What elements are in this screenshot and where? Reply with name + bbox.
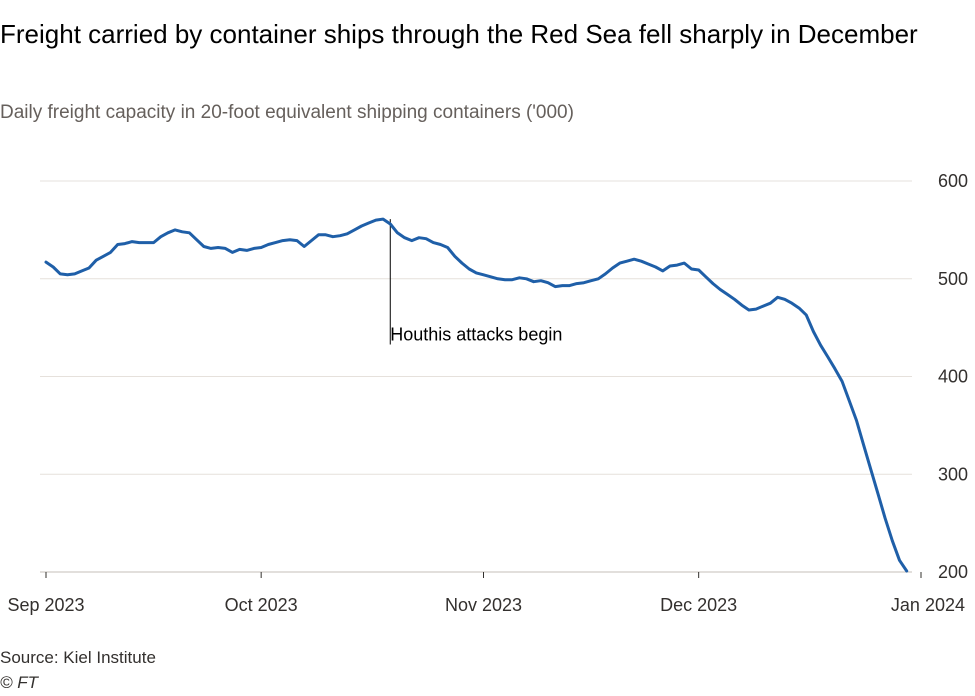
annotation-label-0: Houthis attacks begin — [390, 325, 562, 345]
y-tick-label-600: 600 — [938, 171, 968, 191]
line-chart: 200 300 400 500 600 Sep 2023 Oct 2023 Nov 2023… — [7, 171, 968, 615]
x-tick-label-4: Jan 2024 — [891, 595, 965, 615]
grid-lines — [40, 180, 912, 573]
y-axis-ticks: 200 300 400 500 600 — [938, 171, 968, 582]
x-tick-label-3: Dec 2023 — [660, 595, 737, 615]
x-tick-label-1: Oct 2023 — [225, 595, 298, 615]
y-tick-label-500: 500 — [938, 269, 968, 289]
series-lines — [44, 217, 909, 573]
chart-subtitle: Daily freight capacity in 20-foot equiva… — [0, 102, 574, 123]
y-tick-label-300: 300 — [938, 464, 968, 484]
y-tick-label-200: 200 — [938, 562, 968, 582]
y-tick-label-400: 400 — [938, 367, 968, 387]
annotation: Houthis attacks begin — [389, 219, 562, 345]
credit-note: © FT — [0, 673, 39, 692]
chart-title: Freight carried by container ships throu… — [0, 19, 918, 49]
x-tick-label-0: Sep 2023 — [7, 595, 84, 615]
x-tick-label-2: Nov 2023 — [445, 595, 522, 615]
x-axis-ticks: Sep 2023 Oct 2023 Nov 2023 Dec 2023 Jan 2024 — [7, 572, 965, 615]
source-note: Source: Kiel Institute — [0, 648, 156, 667]
series-line-0 — [44, 217, 909, 573]
